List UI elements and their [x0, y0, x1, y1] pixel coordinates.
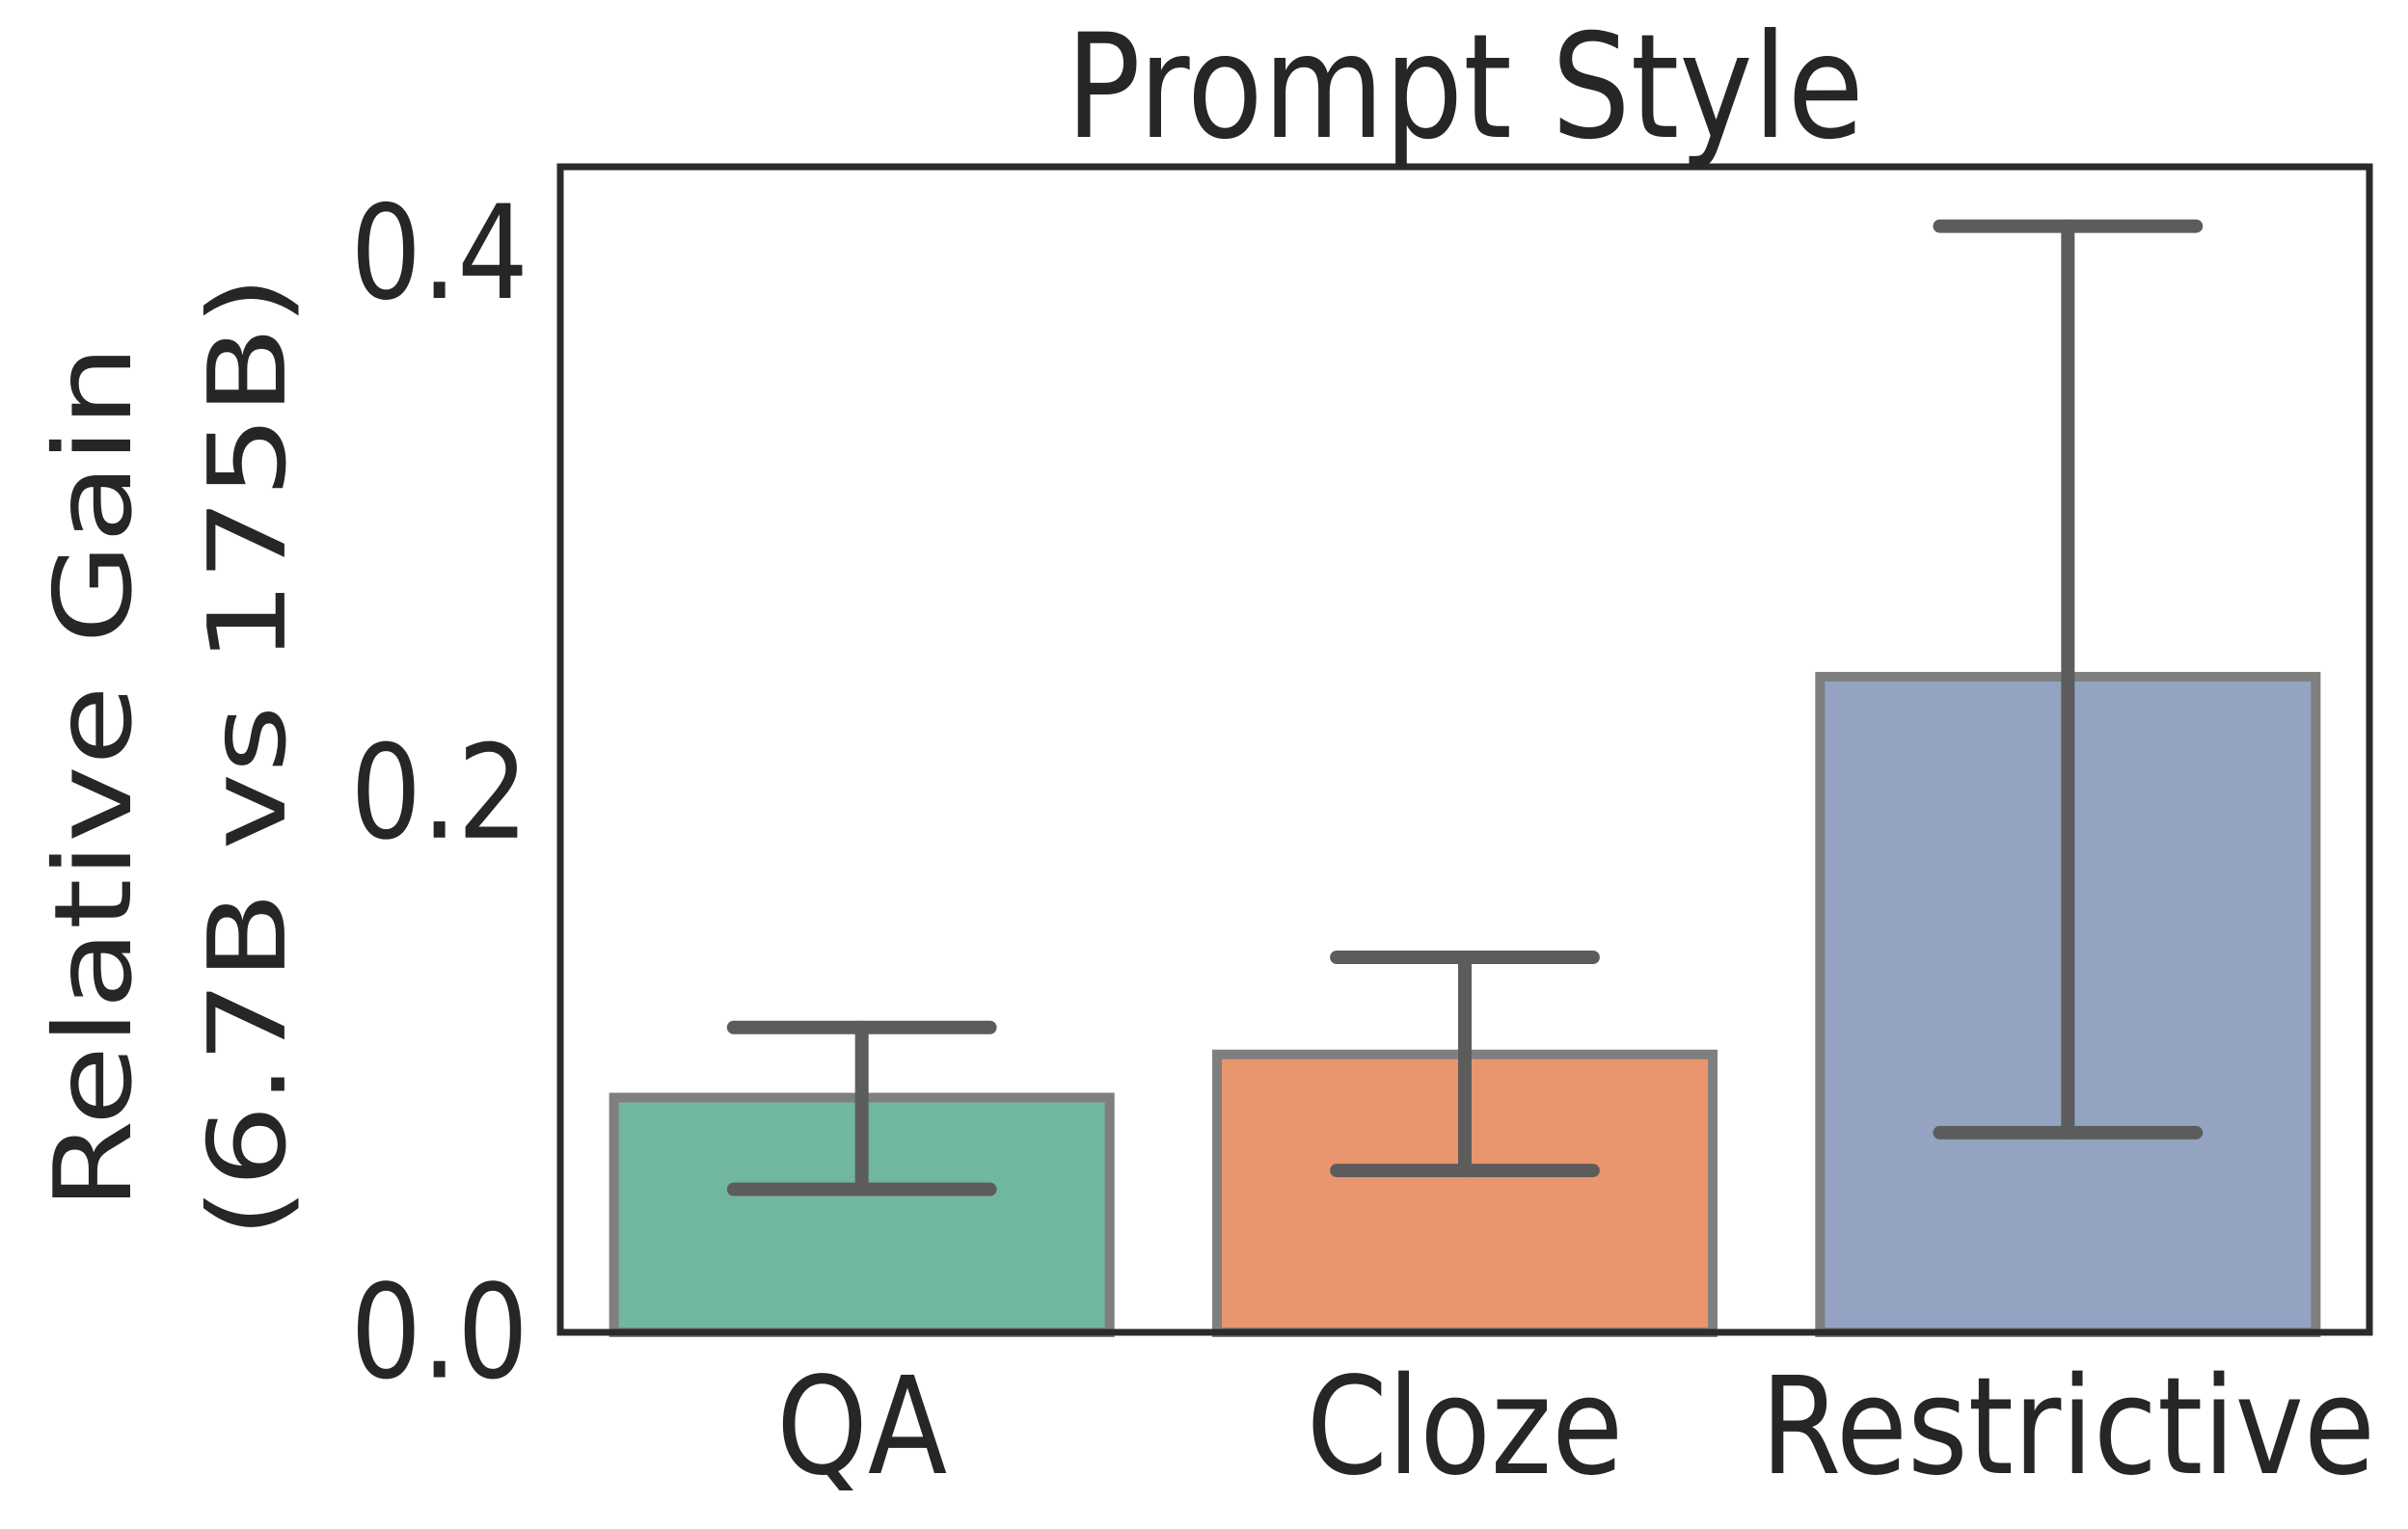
x-tick-labels: QA Cloze Restrictive	[776, 1349, 2375, 1506]
x-tick-label-restrictive: Restrictive	[1761, 1349, 2375, 1506]
y-axis-label-line-2: (6.7B vs 175B)	[186, 276, 311, 1239]
y-axis-label: Relative Gain (6.7B vs 175B)	[32, 276, 311, 1239]
y-tick-label-0.2: 0.2	[350, 717, 528, 869]
chart-title: Prompt Style	[1066, 4, 1864, 172]
x-tick-label-cloze: Cloze	[1307, 1349, 1623, 1506]
y-tick-label-0.4: 0.4	[350, 177, 528, 329]
y-tick-label-0.0: 0.0	[350, 1257, 528, 1408]
error-bars-group	[726, 219, 2204, 1196]
x-tick-label-qa: QA	[776, 1349, 947, 1506]
plot-border	[556, 163, 2373, 1336]
y-tick-labels: 0.0 0.2 0.4	[350, 177, 528, 1408]
y-axis-label-line-1: Relative Gain	[32, 345, 156, 1211]
